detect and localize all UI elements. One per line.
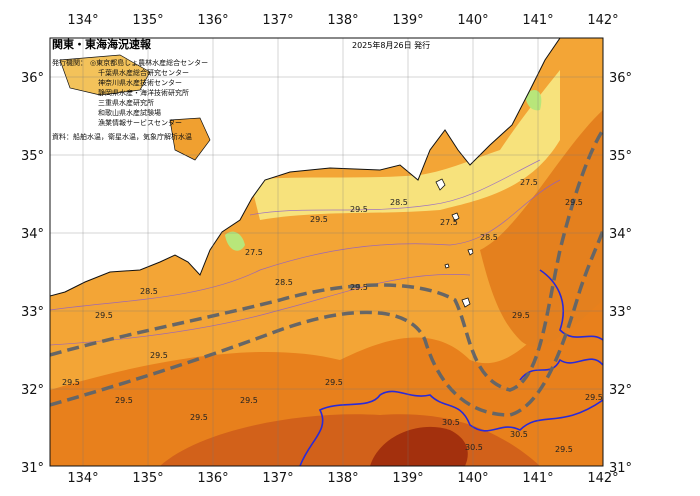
lon-tick-label: 136° bbox=[197, 471, 228, 486]
title: 関東・東海海況速報 bbox=[52, 37, 152, 51]
cool-coastal-zone bbox=[250, 70, 560, 220]
contour-label: 30.5 bbox=[465, 443, 483, 452]
contour-label: 30.5 bbox=[510, 430, 528, 439]
isotherms bbox=[50, 159, 561, 346]
issuer: ◎東京都島しょ農林水産総合センター bbox=[90, 58, 208, 67]
data-source: 資料：船舶水温，衛星水温，気象庁解析水温 bbox=[52, 132, 192, 141]
issue-date: 2025年8月26日 発行 bbox=[352, 40, 430, 50]
map-frame bbox=[49, 37, 604, 467]
lat-tick-label: 35° bbox=[609, 149, 632, 164]
lon-tick-label: 142° bbox=[587, 13, 618, 28]
contour-label: 29.5 bbox=[555, 445, 573, 454]
lon-tick-label: 134° bbox=[67, 13, 98, 28]
contour-label: 28.5 bbox=[480, 233, 498, 242]
lon-tick-label: 140° bbox=[457, 471, 488, 486]
inland-sea bbox=[169, 117, 211, 161]
lat-tick-label: 31° bbox=[21, 461, 44, 476]
header: 関東・東海海況速報 2025年8月26日 発行 発行機関： ◎東京都島しょ農林水… bbox=[52, 37, 430, 141]
issuer-label: 発行機関： bbox=[52, 58, 87, 67]
lat-tick-label: 35° bbox=[21, 149, 44, 164]
contour-label: 28.5 bbox=[390, 198, 408, 207]
issuer: 神奈川県水産技術センター bbox=[98, 78, 182, 87]
lat-tick-label: 32° bbox=[609, 383, 632, 398]
contour-label: 29.5 bbox=[350, 205, 368, 214]
warm-contours bbox=[299, 269, 603, 466]
contour-label: 29.5 bbox=[310, 215, 328, 224]
lon-tick-label: 139° bbox=[392, 471, 423, 486]
contour-label: 29.5 bbox=[115, 396, 133, 405]
lon-tick-label: 141° bbox=[522, 13, 553, 28]
contour-label: 29.5 bbox=[350, 283, 368, 292]
kuroshio-axis bbox=[50, 129, 603, 417]
lon-tick-label: 141° bbox=[522, 471, 553, 486]
lon-tick-label: 142° bbox=[587, 471, 618, 486]
hottest-zone bbox=[370, 426, 468, 466]
contour-label: 29.5 bbox=[62, 378, 80, 387]
sea-temperature-field bbox=[50, 38, 603, 466]
lat-tick-label: 34° bbox=[609, 227, 632, 242]
lon-tick-label: 137° bbox=[262, 13, 293, 28]
contour-label: 28.5 bbox=[275, 278, 293, 287]
graticule bbox=[50, 38, 603, 466]
lat-tick-label: 33° bbox=[609, 305, 632, 320]
contour-label: 29.5 bbox=[240, 396, 258, 405]
lon-tick-label: 134° bbox=[67, 471, 98, 486]
contour-label: 29.5 bbox=[95, 311, 113, 320]
contour-labels: 28.5 29.5 29.5 29.5 29.5 29.5 29.5 29.5 … bbox=[62, 178, 603, 454]
land bbox=[50, 38, 561, 297]
lat-tick-label: 34° bbox=[21, 227, 44, 242]
lat-tick-label: 33° bbox=[21, 305, 44, 320]
contour-label: 27.5 bbox=[520, 178, 538, 187]
lon-tick-label: 138° bbox=[327, 471, 358, 486]
lat-tick-label: 36° bbox=[21, 71, 44, 86]
inland-sea bbox=[59, 54, 151, 96]
lon-tick-label: 135° bbox=[132, 471, 163, 486]
issuer: 静岡県水産・海洋技術研究所 bbox=[98, 88, 189, 97]
lat-tick-label: 31° bbox=[609, 461, 632, 476]
lat-tick-label: 32° bbox=[21, 383, 44, 398]
issuer: 千葉県水産総合研究センター bbox=[98, 68, 189, 77]
lon-tick-label: 139° bbox=[392, 13, 423, 28]
contour-label: 29.5 bbox=[585, 393, 603, 402]
contour-label: 27.5 bbox=[245, 248, 263, 257]
contour-label: 29.5 bbox=[190, 413, 208, 422]
lon-tick-label: 138° bbox=[327, 13, 358, 28]
contour-label: 27.5 bbox=[440, 218, 458, 227]
issuer: 三重県水産研究所 bbox=[98, 98, 154, 107]
lat-tick-label: 36° bbox=[609, 71, 632, 86]
contour-label: 29.5 bbox=[150, 351, 168, 360]
issuer: 漁業情報サービスセンター bbox=[98, 118, 182, 127]
contour-label: 28.5 bbox=[140, 287, 158, 296]
lon-tick-label: 136° bbox=[197, 13, 228, 28]
cold-patch bbox=[225, 231, 245, 251]
contour-label: 29.5 bbox=[512, 311, 530, 320]
lon-tick-label: 137° bbox=[262, 471, 293, 486]
contour-label: 29.5 bbox=[565, 198, 583, 207]
contour-label: 29.5 bbox=[325, 378, 343, 387]
issuer: 和歌山県水産試験場 bbox=[98, 108, 161, 117]
lon-tick-label: 140° bbox=[457, 13, 488, 28]
cold-patch bbox=[525, 90, 542, 111]
warm-zone bbox=[480, 110, 603, 347]
contour-label: 30.5 bbox=[442, 418, 460, 427]
lon-tick-label: 135° bbox=[132, 13, 163, 28]
